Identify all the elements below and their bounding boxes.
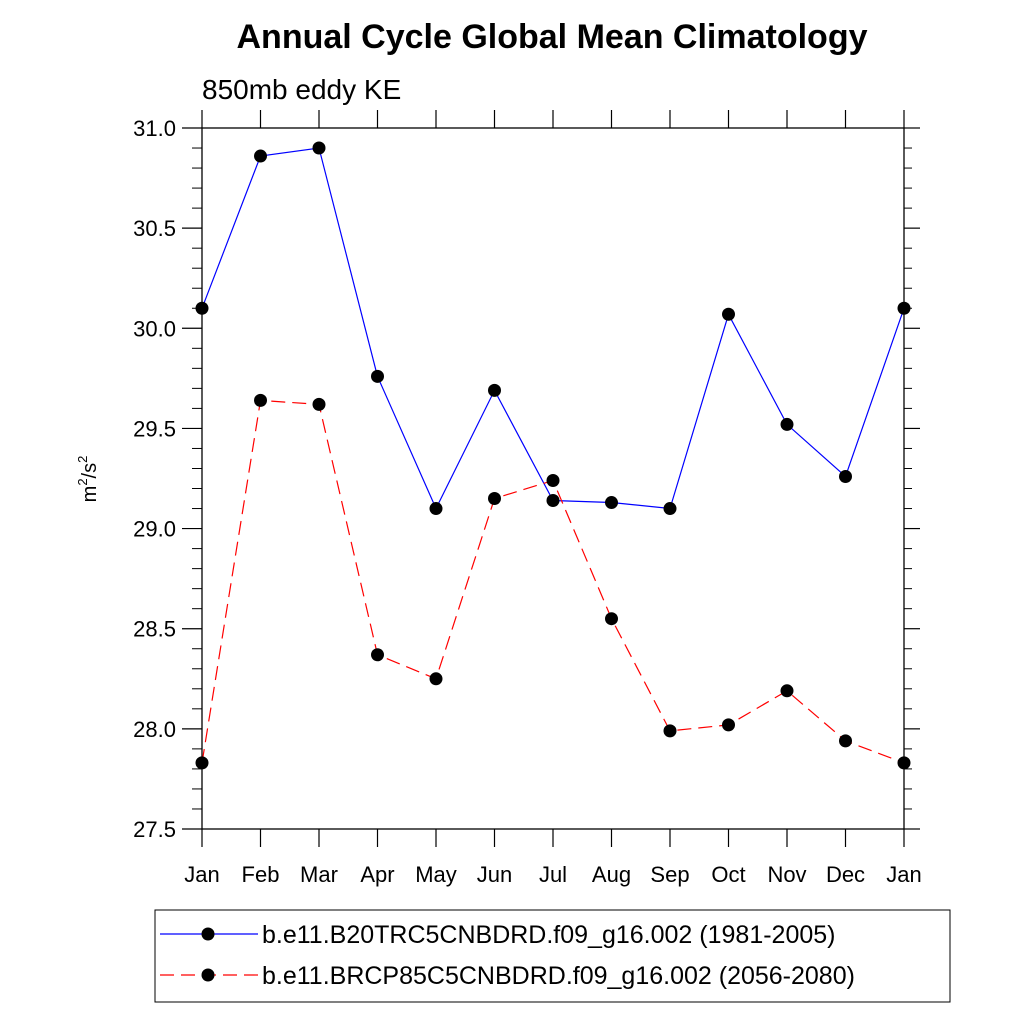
y-tick-label: 29.0: [133, 517, 176, 542]
y-axis-label-base: m: [79, 486, 101, 503]
x-tick-label: May: [415, 862, 457, 887]
series-1-point: [254, 149, 267, 163]
x-tick-label: Mar: [300, 862, 338, 887]
series-2-point: [663, 724, 677, 738]
x-tick-label: Jun: [477, 862, 512, 887]
legend-marker-1: [201, 927, 215, 941]
series-2-point: [839, 734, 852, 748]
chart-title: Annual Cycle Global Mean Climatology: [237, 18, 868, 56]
y-tick-label: 30.5: [133, 216, 176, 241]
legend: b.e11.B20TRC5CNBDRD.f09_g16.002 (1981-20…: [154, 909, 951, 1003]
series-1-point: [312, 141, 326, 155]
x-tick-label: Apr: [360, 862, 394, 887]
series-2-point: [546, 474, 560, 488]
series-1-point: [722, 307, 735, 321]
y-axis-label: m2/s2: [75, 456, 101, 503]
y-tick-label: 31.0: [133, 116, 176, 141]
series-1-point: [663, 502, 677, 516]
y-tick-label: 29.5: [133, 416, 176, 441]
x-tick-label: Jan: [886, 862, 921, 887]
series-2-point: [371, 648, 384, 662]
series-2-point: [312, 397, 326, 411]
x-tick-label: Oct: [711, 862, 745, 887]
x-tick-label: Jul: [539, 862, 567, 887]
legend-label-2: b.e11.BRCP85C5CNBDRD.f09_g16.002 (2056-2…: [262, 962, 855, 990]
x-tick-label: Feb: [242, 862, 280, 887]
series-1-point: [897, 301, 911, 315]
series-1-point: [195, 301, 209, 315]
y-axis-label-sup2: 2: [75, 456, 90, 463]
series-2-point: [254, 393, 267, 407]
series-1-point: [780, 417, 794, 431]
legend-label-1: b.e11.B20TRC5CNBDRD.f09_g16.002 (1981-20…: [262, 921, 836, 949]
series-line-2: [201, 399, 905, 764]
y-tick-label: 28.5: [133, 617, 176, 642]
series-2-point: [780, 684, 794, 698]
series-1-point: [488, 383, 501, 397]
x-tick-label: Jan: [184, 862, 219, 887]
series-2-point: [195, 756, 209, 770]
series-2-point: [429, 672, 443, 686]
series-2-point: [605, 612, 618, 626]
plot-area: 27.5 28.0 28.5 29.0 29.5 30.0 30.5 31.0 Jan Feb Ma…: [133, 110, 922, 887]
series-1-point: [429, 502, 443, 516]
x-tick-label: Nov: [767, 862, 806, 887]
series-1-point: [839, 469, 852, 483]
series-1-point: [605, 496, 618, 510]
chart-subtitle: 850mb eddy KE: [202, 74, 401, 105]
series-line-1: [201, 147, 905, 510]
series-1-point: [546, 494, 560, 508]
x-tick-label: Sep: [650, 862, 689, 887]
y-tick-label: 30.0: [133, 316, 176, 341]
series-2-point: [488, 492, 501, 506]
legend-marker-2: [201, 968, 215, 982]
x-tick-label: Dec: [826, 862, 865, 887]
series-1-point: [371, 369, 384, 383]
series-2-point: [897, 756, 911, 770]
x-tick-label: Aug: [592, 862, 631, 887]
y-tick-label: 28.0: [133, 717, 176, 742]
series-2-point: [722, 718, 735, 732]
y-axis-label-mid: /s: [79, 463, 101, 479]
y-tick-label: 27.5: [133, 817, 176, 842]
y-axis-label-sup1: 2: [75, 478, 90, 485]
legend-box: [154, 909, 951, 1003]
